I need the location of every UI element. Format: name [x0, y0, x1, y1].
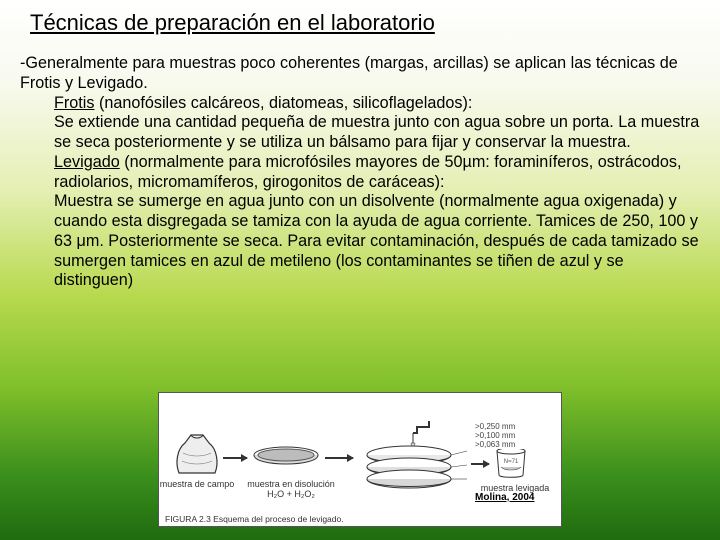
cup-icon: N=71 [493, 449, 529, 479]
frotis-body: Se extiende una cantidad pequeña de mues… [54, 113, 699, 151]
frotis-heading-tail: (nanofósiles calcáreos, diatomeas, silic… [94, 94, 472, 112]
arrow-icon [325, 457, 353, 459]
figure-caption: FIGURA 2.3 Esquema del proceso de leviga… [165, 514, 344, 524]
sieve-sizes: >0,250 mm >0,100 mm >0,063 mm [475, 423, 515, 449]
frotis-heading: Frotis [54, 94, 94, 112]
levigado-figure: muestra de campo muestra en disolución H… [158, 392, 562, 527]
levigado-body: Muestra se sumerge en agua junto con un … [54, 192, 699, 289]
levigado-heading: Levigado [54, 153, 120, 171]
sample-bag-icon [173, 433, 221, 475]
slide: Técnicas de preparación en el laboratori… [0, 0, 720, 540]
dish-label: muestra en disolución H₂O + H₂O₂ [245, 479, 337, 499]
sieves-icon [359, 421, 469, 491]
svg-text:N=71: N=71 [504, 459, 519, 465]
frotis-block: Frotis (nanofósiles calcáreos, diatomeas… [20, 94, 700, 153]
bag-label: muestra de campo [157, 479, 237, 489]
arrow-icon [471, 463, 489, 465]
slide-title: Técnicas de preparación en el laboratori… [30, 10, 690, 36]
arrow-icon [223, 457, 247, 459]
dish-icon [251, 445, 321, 473]
levigado-block: Levigado (normalmente para microfósiles … [20, 153, 700, 291]
intro-line: -Generalmente para muestras poco coheren… [20, 54, 700, 94]
credit-text: Molina, 2004 [475, 492, 534, 503]
body-text: -Generalmente para muestras poco coheren… [20, 54, 700, 291]
levigado-heading-tail: (normalmente para microfósiles mayores d… [54, 153, 681, 191]
